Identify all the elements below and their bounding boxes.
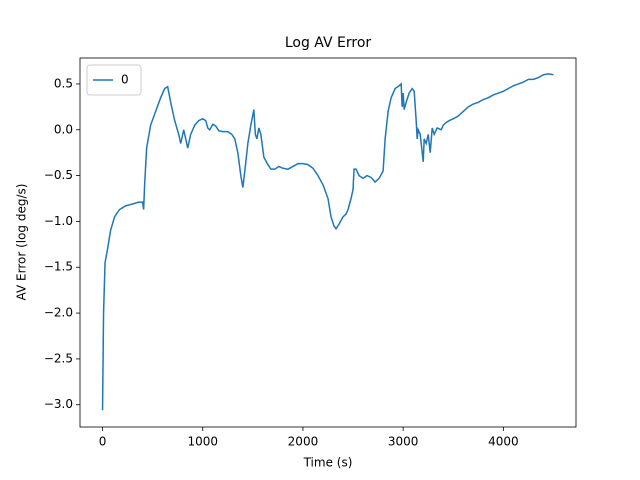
- y-tick-label: −1.0: [44, 214, 73, 228]
- x-tick-label: 2000: [288, 435, 319, 449]
- y-tick-label: 0.5: [54, 76, 73, 90]
- x-tick-label: 0: [99, 435, 107, 449]
- y-tick-label: −3.0: [44, 397, 73, 411]
- y-tick-label: −1.5: [44, 260, 73, 274]
- y-tick-label: −2.5: [44, 351, 73, 365]
- x-tick-label: 4000: [488, 435, 519, 449]
- plot-frame: [79, 57, 577, 428]
- data-line: [101, 73, 554, 411]
- legend-label: 0: [121, 73, 129, 87]
- x-tick-label: 3000: [388, 435, 419, 449]
- x-tick-label: 1000: [187, 435, 218, 449]
- chart-title: Log AV Error: [285, 35, 372, 51]
- x-axis-label: Time (s): [303, 456, 353, 470]
- y-tick-label: 0.0: [54, 122, 73, 136]
- y-tick-label: −2.0: [44, 306, 73, 320]
- y-axis-label: AV Error (log deg/s): [15, 184, 29, 301]
- y-tick-label: −0.5: [44, 168, 73, 182]
- legend-box: [86, 64, 142, 96]
